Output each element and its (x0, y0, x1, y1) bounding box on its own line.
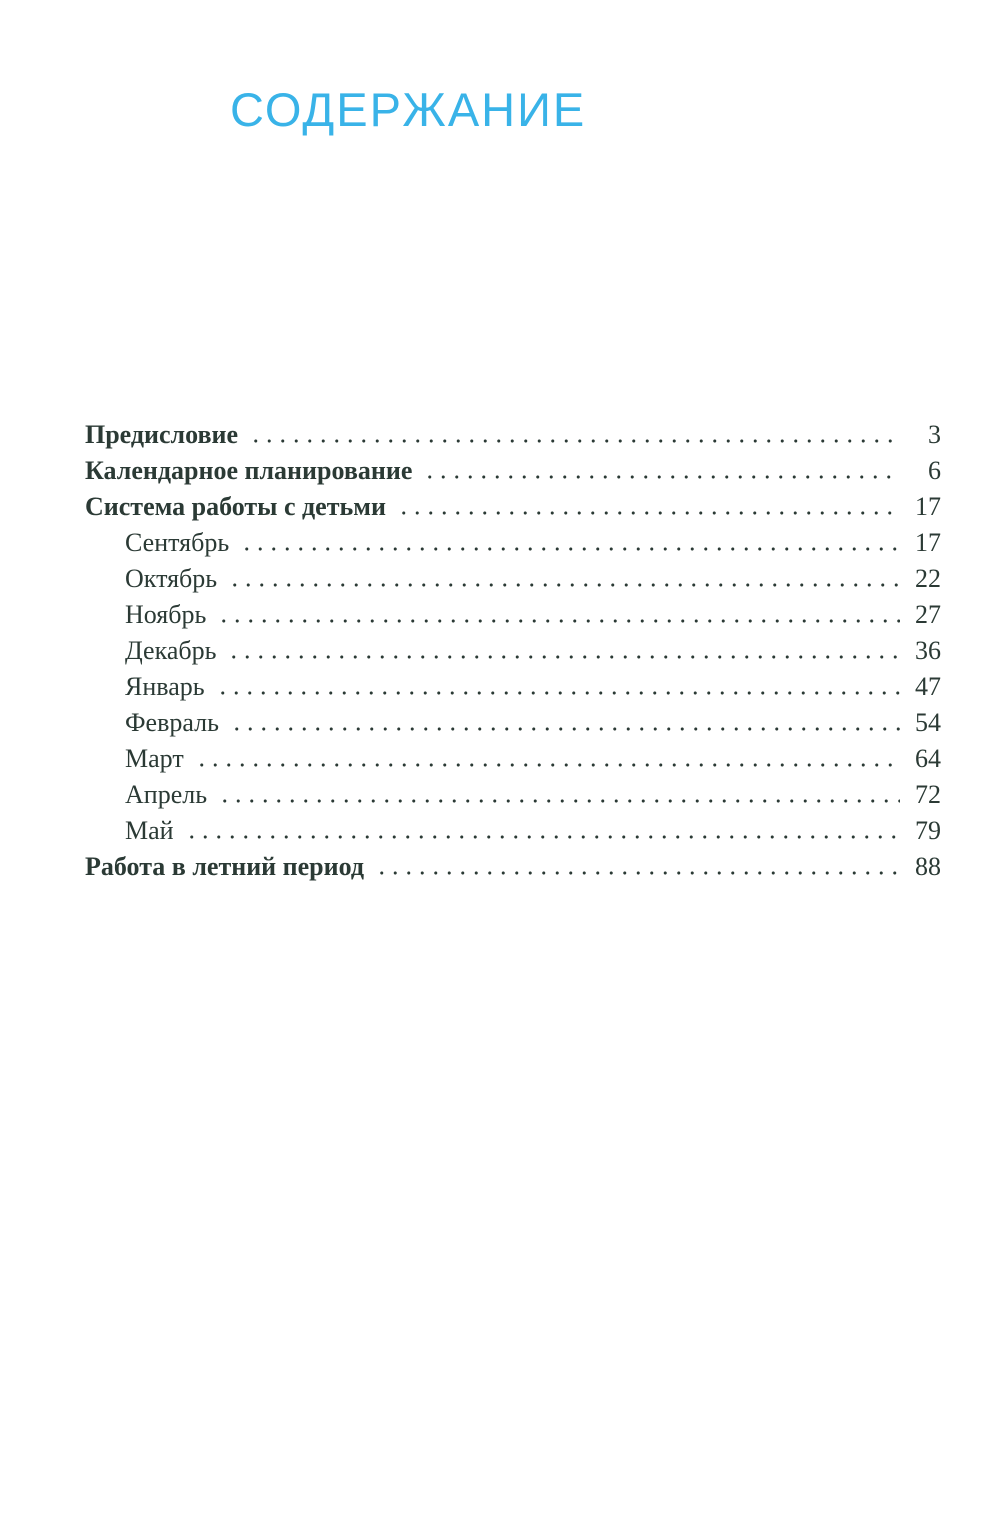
dot-leader (238, 547, 900, 551)
page-title: СОДЕРЖАНИЕ (230, 83, 587, 136)
toc-row: Январь 47 (85, 669, 941, 705)
toc-row: Работа в летний период 88 (85, 849, 941, 885)
toc-entry-label: Работа в летний период (85, 852, 365, 881)
dot-leader (247, 439, 900, 443)
toc-page-number: 79 (915, 816, 941, 845)
dot-leader (394, 511, 900, 515)
dot-leader (182, 835, 900, 839)
toc-row: Март 64 (85, 741, 941, 777)
toc-row: Система работы с детьми 17 (85, 489, 941, 525)
dot-leader (373, 871, 900, 875)
toc-row: Октябрь 22 (85, 561, 941, 597)
toc-page-number: 64 (915, 744, 941, 773)
toc-page-number: 27 (915, 600, 941, 629)
toc-row: Февраль 54 (85, 705, 941, 741)
dot-leader (215, 619, 900, 623)
toc-entry-label: Апрель (125, 780, 208, 809)
toc-page-number: 17 (915, 492, 941, 521)
dot-leader (227, 727, 900, 731)
toc-page-number: 54 (915, 708, 941, 737)
toc-page-number: 3 (928, 420, 941, 449)
toc-page-number: 36 (915, 636, 941, 665)
toc-page-number: 6 (928, 456, 941, 485)
toc-entry-label: Март (125, 744, 184, 773)
toc-entry-label: Сентябрь (125, 528, 230, 557)
toc-page-number: 72 (915, 780, 941, 809)
dot-leader (192, 763, 900, 767)
toc-page-number: 22 (915, 564, 941, 593)
toc-entry-label: Декабрь (125, 636, 217, 665)
toc-row: Предисловие 3 (85, 417, 941, 453)
dot-leader (226, 583, 900, 587)
toc-entry-label: Январь (125, 672, 205, 701)
toc-entry-label: Предисловие (85, 420, 239, 449)
toc-row: Май 79 (85, 813, 941, 849)
dot-leader (216, 799, 900, 803)
toc-entry-label: Май (125, 816, 174, 845)
toc-row: Ноябрь 27 (85, 597, 941, 633)
toc-row: Календарное планирование 6 (85, 453, 941, 489)
toc-entry-label: Октябрь (125, 564, 218, 593)
toc-entry-label: Система работы с детьми (85, 492, 386, 521)
toc-page-number: 88 (915, 852, 941, 881)
toc-entry-label: Календарное планирование (85, 456, 413, 485)
dot-leader (421, 475, 900, 479)
toc-row: Сентябрь 17 (85, 525, 941, 561)
toc-entry-label: Февраль (125, 708, 219, 737)
dot-leader (213, 691, 900, 695)
toc-row: Апрель 72 (85, 777, 941, 813)
toc-row: Декабрь 36 (85, 633, 941, 669)
toc-page-number: 47 (915, 672, 941, 701)
toc-page-number: 17 (915, 528, 941, 557)
table-of-contents: Предисловие 3 Календарное планирование 6 Сис… (85, 417, 941, 885)
dot-leader (225, 655, 900, 659)
toc-entry-label: Ноябрь (125, 600, 207, 629)
